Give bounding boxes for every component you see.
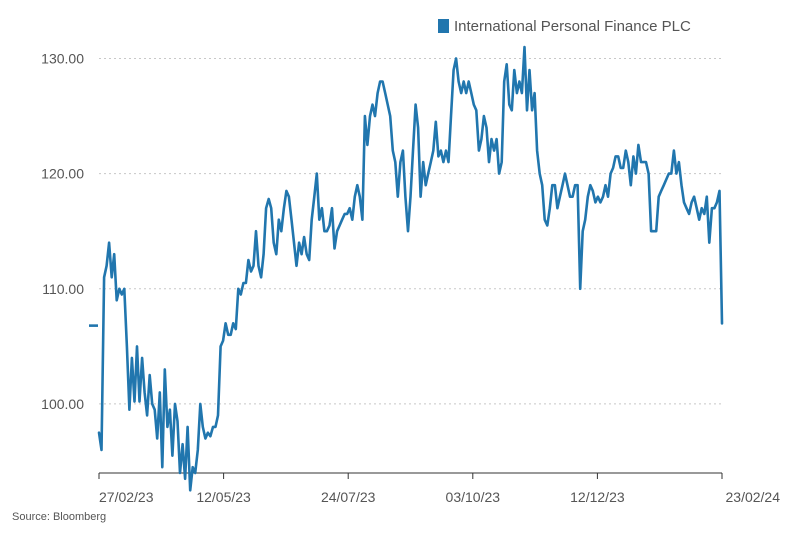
y-tick-label: 120.00 xyxy=(41,166,84,182)
series-group xyxy=(89,45,724,492)
y-tick-label: 100.00 xyxy=(41,396,84,412)
x-tick-label: 27/02/23 xyxy=(99,489,154,505)
legend-label: International Personal Finance PLC xyxy=(454,17,691,35)
legend: International Personal Finance PLC xyxy=(438,16,691,36)
gridlines xyxy=(99,58,722,405)
y-tick-label: 110.00 xyxy=(42,281,84,297)
y-axis-ticks: 100.00 110.00 120.00 130.00 xyxy=(41,51,84,412)
series-line xyxy=(97,45,724,492)
x-tick-label: 24/07/23 xyxy=(321,489,376,505)
x-tick-label: 12/12/23 xyxy=(570,489,625,505)
x-tick-label: 23/02/24 xyxy=(726,489,781,505)
legend-swatch xyxy=(438,19,449,33)
x-tick-label: 12/05/23 xyxy=(196,489,251,505)
x-tick-label: 03/10/23 xyxy=(446,489,501,505)
y-tick-label: 130.00 xyxy=(41,51,84,67)
x-axis-ticks: 27/02/23 12/05/23 24/07/23 03/10/23 12/12/23… xyxy=(98,473,781,505)
source-note: Source: Bloomberg xyxy=(12,511,107,523)
